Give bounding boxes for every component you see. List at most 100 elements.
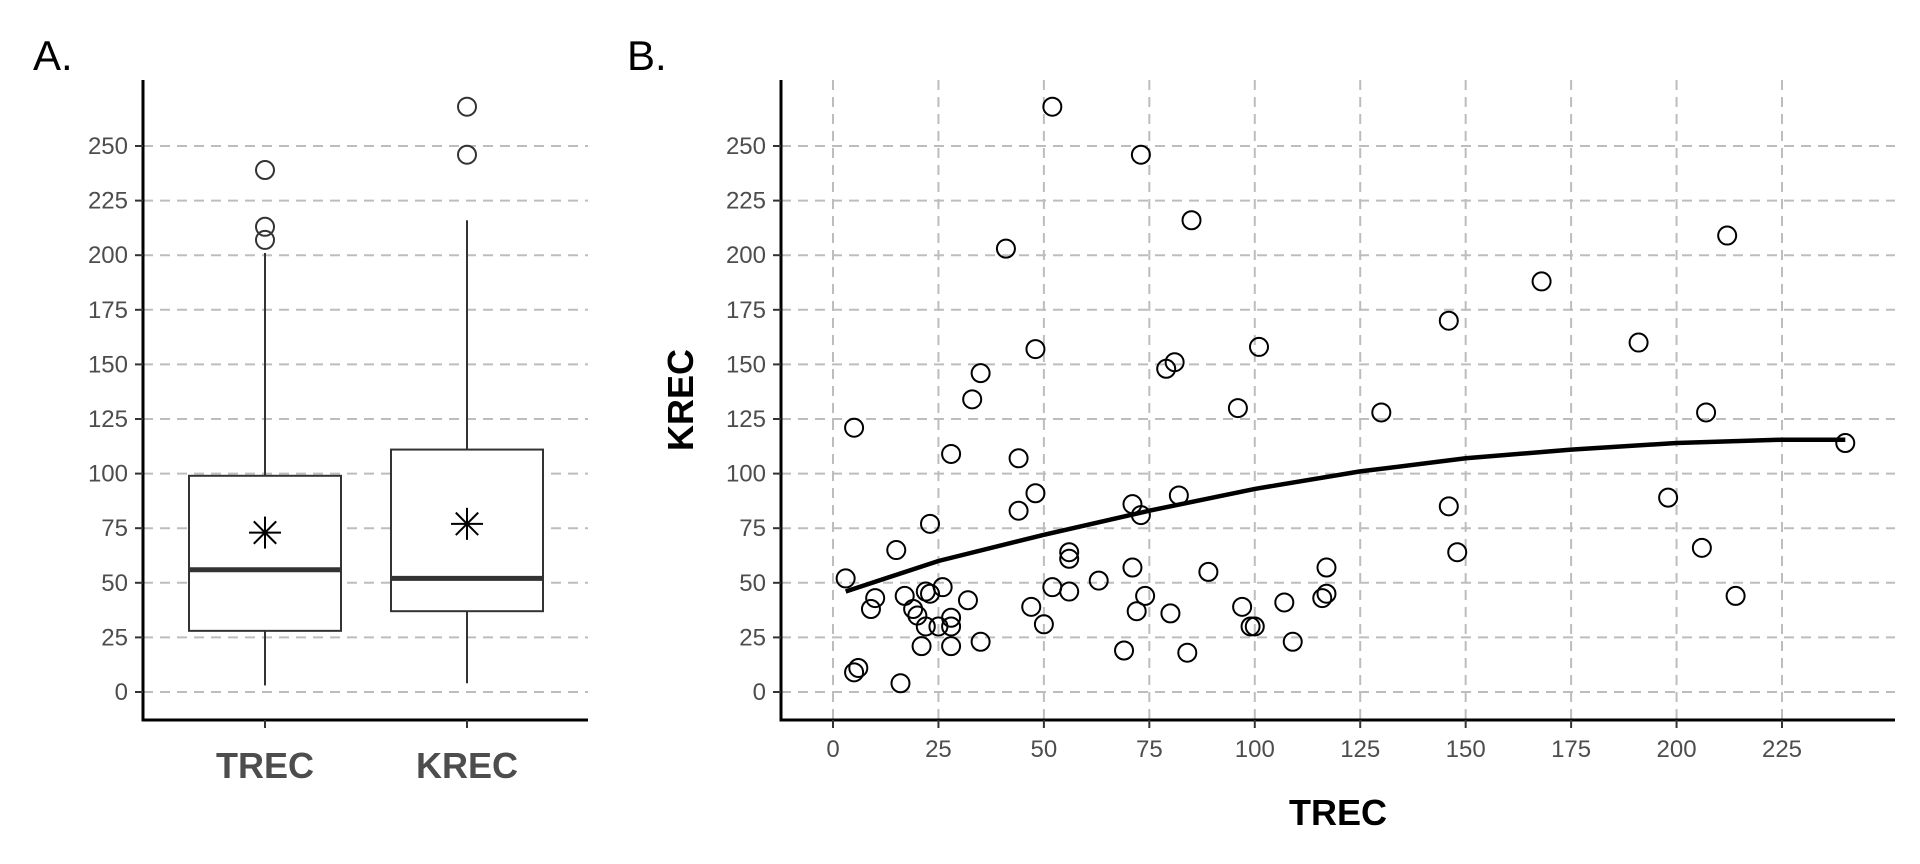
- scatter-point: [1531, 271, 1552, 292]
- scatter-point: [1177, 642, 1198, 663]
- scatter-point: [1316, 583, 1337, 604]
- panel-b-y-tick-label: 150: [726, 351, 766, 378]
- scatter-point: [1274, 592, 1295, 613]
- scatter-point: [970, 363, 991, 384]
- panel-b-y-tick-label: 75: [739, 515, 766, 542]
- panel-b-y-tick-label: 25: [739, 624, 766, 651]
- scatter-point: [865, 588, 886, 609]
- panel-b-y-tick-label: 0: [753, 679, 766, 706]
- scatter-point: [903, 599, 924, 620]
- scatter-point: [890, 673, 911, 694]
- box-outlier-trec: [255, 216, 275, 237]
- scatter-point: [1248, 336, 1269, 357]
- scatter-point: [860, 599, 881, 620]
- panel-b-fit-curve-group: [844, 437, 1846, 594]
- scatter-point: [1042, 577, 1063, 598]
- panel-a-boxplot: A. 0 25 50 75 100 125 150 175 200 225 250 TREC KREC: [33, 32, 588, 786]
- scatter-point: [1181, 210, 1202, 231]
- scatter-point: [1198, 561, 1219, 582]
- scatter-point: [1114, 640, 1135, 661]
- panel-a-y-tick-label: 100: [88, 461, 128, 488]
- scatter-point: [848, 657, 869, 678]
- scatter-point: [1008, 448, 1029, 469]
- panel-b-y-tick-label: 100: [726, 461, 766, 488]
- scatter-point: [932, 577, 953, 598]
- panel-a-y-tick-label: 175: [88, 297, 128, 324]
- scatter-point: [894, 585, 915, 606]
- scatter-point: [915, 616, 936, 637]
- scatter-point: [962, 389, 983, 410]
- scatter-point: [844, 662, 865, 683]
- scatter-point: [1164, 352, 1185, 373]
- box-mean-marker-trec: [249, 516, 281, 549]
- panel-a-y-tick-label: 25: [101, 624, 128, 651]
- panel-a-y-tick-label: 125: [88, 406, 128, 433]
- panel-b-x-tick-label: 50: [1031, 736, 1058, 763]
- scatter-point: [1025, 483, 1046, 504]
- scatter-point: [1130, 144, 1151, 165]
- scatter-point: [1244, 616, 1265, 637]
- scatter-point: [1227, 398, 1248, 419]
- panel-b-y-tick-label: 125: [726, 406, 766, 433]
- panel-a-y-tick-label: 200: [88, 242, 128, 269]
- scatter-point: [835, 568, 856, 589]
- panel-b-fit-curve: [844, 437, 1846, 594]
- panel-a-category-label-krec: KREC: [416, 745, 518, 786]
- scatter-point: [1438, 496, 1459, 517]
- panel-b-x-tick-label: 25: [925, 736, 952, 763]
- scatter-point: [970, 631, 991, 652]
- box-outlier-krec: [457, 96, 477, 117]
- panel-b-y-tick-label: 225: [726, 188, 766, 215]
- scatter-point: [1232, 596, 1253, 617]
- box-outlier-trec: [255, 160, 275, 181]
- scatter-point: [1438, 310, 1459, 331]
- scatter-point: [1447, 542, 1468, 563]
- scatter-point: [1122, 557, 1143, 578]
- scatter-point: [1033, 614, 1054, 635]
- scatter-point: [1691, 537, 1712, 558]
- panel-b-x-tick-label: 175: [1551, 736, 1591, 763]
- scatter-point: [1725, 585, 1746, 606]
- scatter-point: [1025, 339, 1046, 360]
- scatter-point: [957, 590, 978, 611]
- scatter-point: [1059, 542, 1080, 563]
- panel-b-label: B.: [627, 32, 667, 79]
- panel-b-points: [835, 96, 1856, 694]
- scatter-point: [1316, 557, 1337, 578]
- box-mean-marker-krec: [451, 507, 483, 540]
- panel-a-axes: 0 25 50 75 100 125 150 175 200 225 250 TREC KREC: [88, 80, 588, 786]
- panel-a-y-tick-label: 75: [101, 515, 128, 542]
- panel-b-x-tick-label: 100: [1235, 736, 1275, 763]
- panel-a-label: A.: [33, 32, 73, 79]
- panel-b-y-tick-label: 250: [726, 133, 766, 160]
- panel-a-y-tick-label: 250: [88, 133, 128, 160]
- scatter-point: [1126, 601, 1147, 622]
- panel-b-scatter: B. 0 25 50 75 100 125 150 175 200 225 250 0 25 50 75 10…: [627, 32, 1895, 833]
- scatter-point: [941, 443, 962, 464]
- scatter-point: [1628, 332, 1649, 353]
- scatter-point: [1021, 596, 1042, 617]
- box-outlier-trec: [255, 229, 275, 250]
- scatter-point: [941, 636, 962, 657]
- scatter-point: [1059, 548, 1080, 569]
- panel-b-x-tick-label: 125: [1340, 736, 1380, 763]
- box-trec: [188, 474, 342, 632]
- panel-b-y-tick-label: 50: [739, 570, 766, 597]
- panel-a-y-tick-label: 0: [115, 679, 128, 706]
- box-outlier-krec: [457, 144, 477, 165]
- panel-b-x-tick-label: 200: [1657, 736, 1697, 763]
- scatter-point: [941, 607, 962, 628]
- panel-a-category-label-trec: TREC: [216, 745, 314, 786]
- panel-b-x-tick-label: 225: [1762, 736, 1802, 763]
- panel-a-boxes: [188, 96, 544, 686]
- scatter-point: [1088, 570, 1109, 591]
- panel-b-y-tick-label: 200: [726, 242, 766, 269]
- scatter-point: [1371, 402, 1392, 423]
- panel-a-y-tick-label: 150: [88, 351, 128, 378]
- scatter-point: [1008, 500, 1029, 521]
- panel-b-x-axis-title: TREC: [1289, 792, 1387, 833]
- scatter-point: [1160, 603, 1181, 624]
- panel-b-y-axis-title: KREC: [660, 349, 701, 451]
- scatter-point: [886, 540, 907, 561]
- panel-b-x-tick-label: 150: [1446, 736, 1486, 763]
